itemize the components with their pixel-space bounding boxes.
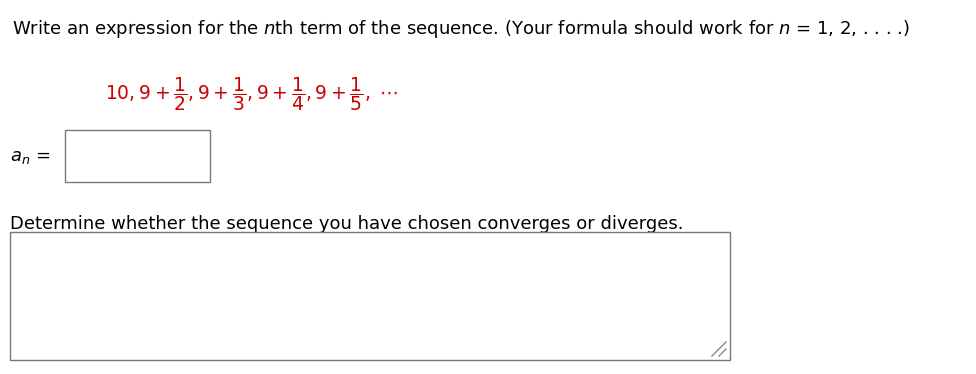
Text: Determine whether the sequence you have chosen converges or diverges.: Determine whether the sequence you have … [10,215,683,233]
Text: Write an expression for the $\it{n}$th term of the sequence. (Your formula shoul: Write an expression for the $\it{n}$th t… [12,18,910,40]
Bar [10,232,730,360]
Text: $a_n$ =: $a_n$ = [10,148,51,166]
Text: $10, 9+\dfrac{1}{2}, 9+\dfrac{1}{3}, 9+\dfrac{1}{4}, 9+\dfrac{1}{5},\ \cdots$: $10, 9+\dfrac{1}{2}, 9+\dfrac{1}{3}, 9+\… [105,75,398,113]
Bar [65,130,210,182]
